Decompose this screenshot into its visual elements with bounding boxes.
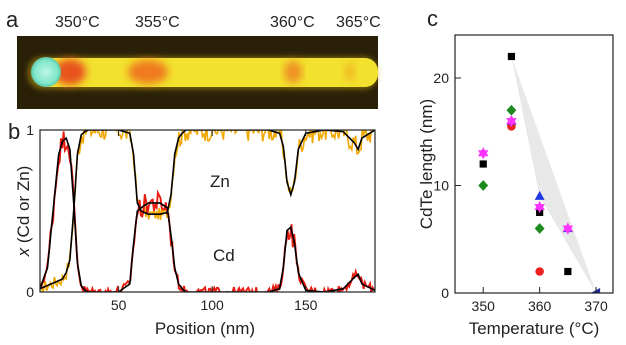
data-point-square [564, 267, 572, 276]
panel-b-y-axis-title: x (Cd or Zn) [14, 166, 33, 258]
panel-b-frame [39, 129, 376, 293]
panel-c-y-tick-label: 20 [433, 70, 449, 86]
cd-series-label: Cd [213, 246, 235, 265]
cdte-band-365 [344, 62, 356, 82]
panel-c-plot-area [478, 52, 601, 293]
cdte-band-360 [284, 61, 302, 83]
panel-c: c 350 360 370 0 10 20 Temperature (°C) CdTe l… [417, 6, 614, 338]
data-point-circle [535, 267, 544, 276]
data-point-star [534, 200, 545, 214]
panel-c-x-tick-label: 370 [584, 298, 608, 314]
cdte-band-350 [54, 59, 86, 85]
data-point-diamond [506, 104, 517, 116]
shaded-trend-region [511, 56, 597, 293]
panel-b-x-axis-title: Position (nm) [155, 319, 255, 338]
data-point-square [479, 160, 487, 168]
measured-profile-zn [40, 130, 373, 292]
temperature-label-355: 355°C [135, 14, 180, 31]
panel-c-y-axis-title: CdTe length (nm) [417, 99, 436, 229]
panel-a: a 350°C 355°C 360°C 365°C [6, 7, 381, 109]
panel-c-x-tick-label: 350 [472, 298, 496, 314]
fit-profile-cd [40, 136, 375, 292]
data-point-triangle-up [534, 190, 545, 200]
temperature-label-365: 365°C [336, 14, 381, 31]
panel-c-y-tick-label: 10 [433, 178, 449, 194]
measured-profile-cd [40, 131, 375, 292]
fit-profile-zn [40, 130, 375, 290]
panel-b-x-tick-label: 150 [294, 297, 318, 313]
data-point-star [478, 147, 489, 160]
panel-b-x-tick-label: 100 [200, 297, 224, 313]
panel-c-frame [454, 34, 614, 294]
panel-b-y-tick-label: 0 [26, 284, 34, 300]
data-point-star [562, 222, 574, 235]
cdte-band-355 [128, 60, 168, 84]
data-point-diamond [478, 180, 489, 191]
panel-c-x-axis-title: Temperature (°C) [469, 319, 600, 338]
data-point-triangle-left [590, 288, 601, 293]
panel-c-x-tick-label: 360 [528, 298, 552, 314]
panel-b-x-tick-label: 50 [111, 297, 127, 313]
panel-c-y-tick-label: 0 [441, 285, 449, 301]
panel-b-axes: 50 100 150 0 1 [26, 122, 317, 313]
panel-b-letter: b [8, 119, 20, 144]
panel-c-axes: 350 360 370 0 10 20 [433, 70, 608, 314]
panel-b-y-axis-title-rest: (Cd or Zn) [14, 166, 33, 248]
panel-b-plot-area [40, 130, 375, 292]
panel-c-letter: c [427, 6, 438, 31]
temperature-label-350: 350°C [55, 14, 100, 31]
panel-b: b 50 100 150 0 1 Zn Cd Position (nm) x (Cd o… [8, 119, 376, 338]
temperature-label-360: 360°C [270, 14, 315, 31]
data-point-square [507, 52, 516, 61]
panel-a-letter: a [6, 7, 19, 32]
zn-series-label: Zn [210, 172, 230, 191]
panel-b-y-tick-label: 1 [26, 122, 34, 138]
data-point-star [506, 114, 517, 128]
panel-b-y-axis-title-italic: x [14, 247, 33, 257]
gold-catalyst-cap [31, 57, 61, 87]
nanowire-image [17, 36, 378, 109]
data-point-diamond [534, 223, 545, 234]
